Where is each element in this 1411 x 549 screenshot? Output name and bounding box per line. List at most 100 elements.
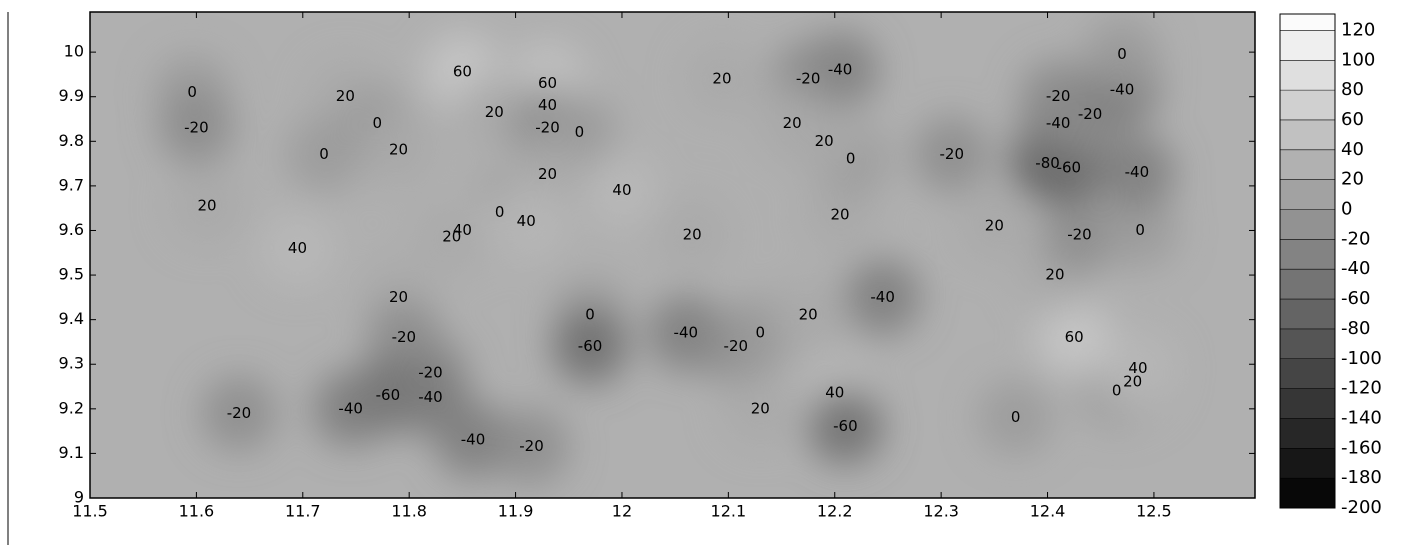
colorbar-tick-label: -200 [1341, 497, 1382, 518]
contour-label: 0 [585, 306, 595, 324]
y-tick-label: 9.3 [59, 354, 84, 373]
field-patch [807, 388, 884, 465]
contour-label: -20 [418, 364, 443, 382]
contour-label: 20 [815, 132, 834, 150]
contour-label: 20 [683, 225, 702, 243]
contour-label: 20 [389, 288, 408, 306]
colorbar-band [1280, 90, 1335, 120]
field-patch [259, 210, 336, 287]
contour-label: -20 [940, 145, 965, 163]
contour-label: -20 [184, 118, 209, 136]
contour-label: -20 [724, 337, 749, 355]
contour-label: 0 [575, 123, 585, 141]
x-tick-label: 12.1 [711, 502, 747, 521]
contour-label: 0 [1011, 408, 1021, 426]
contour-label: 20 [751, 399, 770, 417]
colorbar-tick-label: -100 [1341, 348, 1382, 369]
y-tick-label: 9.8 [59, 131, 84, 150]
contour-label: -20 [392, 328, 417, 346]
colorbar-tick-label: -20 [1341, 228, 1370, 249]
contour-label: -40 [418, 388, 443, 406]
field-patch [435, 402, 512, 479]
colorbar-band [1280, 14, 1335, 31]
contour-label: 0 [187, 83, 197, 101]
colorbar-band [1280, 239, 1335, 270]
contour-label: 0 [495, 203, 505, 221]
contour-label: 60 [453, 63, 472, 81]
field-patch [200, 375, 277, 452]
contour-label: 20 [538, 165, 557, 183]
x-tick-label: 12.4 [1030, 502, 1066, 521]
contour-label: 40 [453, 221, 472, 239]
contour-label: 20 [799, 306, 818, 324]
contour-label: 20 [389, 141, 408, 159]
contour-label: -20 [227, 404, 252, 422]
x-tick-label: 12.2 [817, 502, 853, 521]
colorbar-band [1280, 30, 1335, 61]
contour-label: 20 [1045, 266, 1064, 284]
colorbar-tick-label: -120 [1341, 378, 1382, 399]
field-patch [552, 308, 629, 385]
contour-label: 60 [1065, 328, 1084, 346]
contour-label: 0 [319, 145, 329, 163]
colorbar-band [1280, 149, 1335, 180]
colorbar-tick-label: -160 [1341, 437, 1382, 458]
colorbar-tick-label: 120 [1341, 19, 1375, 40]
field-patch [956, 188, 1033, 265]
contour-label: 40 [538, 96, 557, 114]
contour-label: 20 [712, 69, 731, 87]
colorbar-band [1280, 269, 1335, 300]
x-tick-label: 11.6 [179, 502, 215, 521]
colorbar-band [1280, 328, 1335, 359]
colorbar-tick-label: -80 [1341, 318, 1370, 339]
colorbar-tick-label: -180 [1341, 467, 1382, 488]
colorbar-band [1280, 388, 1335, 419]
contour-label: -60 [376, 386, 401, 404]
field-patch [770, 277, 847, 354]
contour-label: 60 [538, 74, 557, 92]
contour-label: 20 [783, 114, 802, 132]
contour-label: 20 [336, 87, 355, 105]
colorbar-band [1280, 119, 1335, 150]
contour-label: -20 [1046, 87, 1071, 105]
x-tick-label: 12.5 [1136, 502, 1172, 521]
contour-label: 40 [517, 212, 536, 230]
field-patch [913, 116, 990, 193]
colorbar-tick-label: 20 [1341, 169, 1364, 190]
contour-label: 0 [372, 114, 382, 132]
colorbar-tick-label: -60 [1341, 288, 1370, 309]
contour-label: 40 [612, 181, 631, 199]
field-patch [722, 370, 799, 447]
field-patch [413, 199, 490, 276]
field-patch [1020, 58, 1097, 135]
contour-label: -40 [461, 431, 486, 449]
y-tick-label: 9 [74, 488, 84, 507]
contour-label: -80 [1035, 154, 1060, 172]
field-patch [654, 196, 731, 273]
field-patch [286, 116, 363, 193]
field-patch [683, 40, 760, 117]
x-tick-label: 11.8 [391, 502, 427, 521]
colorbar-tick-label: 80 [1341, 79, 1364, 100]
colorbar-band [1280, 60, 1335, 91]
x-tick-label: 12 [612, 502, 632, 521]
plot-frame [89, 11, 1256, 499]
field-patch [583, 152, 660, 229]
contour-label: 20 [442, 228, 461, 246]
contour-label: -20 [535, 118, 560, 136]
field-patch [977, 379, 1054, 456]
colorbar-band [1280, 209, 1335, 240]
field-patch [844, 259, 921, 336]
colorbar-tick-label: -40 [1341, 258, 1370, 279]
x-tick-label: 12.3 [923, 502, 959, 521]
colorbar-band [1280, 448, 1335, 479]
x-tick-label: 11.9 [498, 502, 534, 521]
colorbar-tick-label: 40 [1341, 139, 1364, 160]
contour-label: -40 [1125, 163, 1150, 181]
contour-label: -60 [1057, 159, 1082, 177]
contour-label: -20 [519, 437, 544, 455]
contour-label: -60 [833, 417, 858, 435]
field-patch [158, 89, 235, 166]
